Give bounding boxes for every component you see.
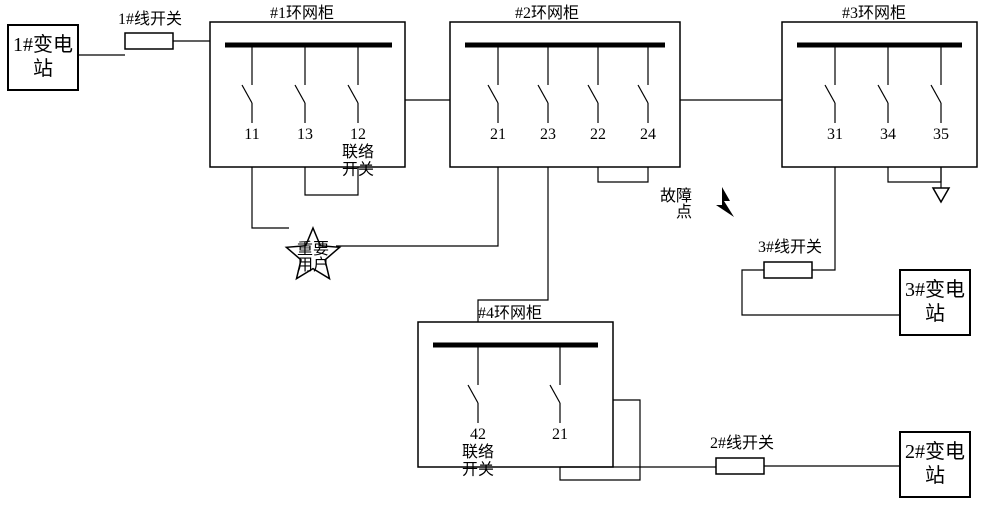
svg-text:34: 34 [880,126,896,143]
svg-text:点: 点 [676,203,692,221]
wire-10 [742,270,900,315]
wire-8 [598,167,648,182]
svg-text:2#线开关: 2#线开关 [710,434,774,452]
svg-text:21: 21 [552,426,568,443]
svg-text:31: 31 [827,126,843,143]
wire-14 [560,400,640,480]
ground-icon [933,188,949,202]
svg-text:22: 22 [590,126,606,143]
svg-text:23: 23 [540,126,556,143]
svg-text:11: 11 [244,126,259,143]
svg-text:1#线开关: 1#线开关 [118,10,182,28]
svg-text:故障: 故障 [660,187,692,205]
svg-text:21: 21 [490,126,506,143]
line-switch-ls3 [764,262,812,278]
svg-text:42: 42 [470,426,486,443]
svg-text:#2环网柜: #2环网柜 [515,4,579,22]
svg-text:重要: 重要 [297,240,329,258]
svg-text:站: 站 [925,302,945,325]
wire-3 [336,167,498,246]
wire-2 [252,167,289,228]
svg-text:#3环网柜: #3环网柜 [842,4,906,22]
svg-text:3#变电: 3#变电 [905,278,965,301]
svg-text:1#变电: 1#变电 [13,33,73,56]
svg-text:用户: 用户 [297,256,329,274]
svg-text:#1环网柜: #1环网柜 [270,4,334,22]
svg-text:联络开关: 联络开关 [462,442,494,479]
line-switch-ls2 [716,458,764,474]
wire-11 [888,167,941,182]
svg-text:13: 13 [297,126,313,143]
svg-text:24: 24 [640,126,656,143]
fault-icon [716,187,734,217]
svg-text:3#线开关: 3#线开关 [758,238,822,256]
svg-text:2#变电: 2#变电 [905,440,965,463]
wire-7 [478,167,548,322]
svg-text:#4环网柜: #4环网柜 [478,304,542,322]
svg-text:站: 站 [33,57,53,80]
svg-text:站: 站 [925,464,945,487]
line-switch-ls1 [125,33,173,49]
svg-text:35: 35 [933,126,949,143]
svg-text:12: 12 [350,126,366,143]
